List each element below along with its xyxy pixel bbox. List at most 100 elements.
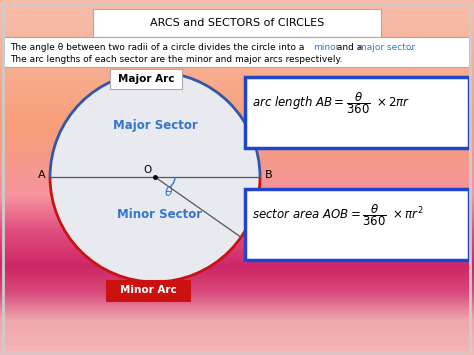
Bar (0, 311, 474, 312)
Bar (0, 335, 474, 337)
Text: ARCS and SECTORS of CIRCLES: ARCS and SECTORS of CIRCLES (150, 18, 324, 28)
Bar (0, 87, 474, 89)
Bar (0, 119, 474, 121)
Bar (0, 222, 474, 224)
Bar (0, 257, 474, 259)
Bar (0, 110, 474, 112)
Bar (0, 314, 474, 316)
Bar (0, 279, 474, 280)
Bar (0, 138, 474, 140)
Bar (0, 131, 474, 133)
Bar (0, 83, 474, 85)
Bar (0, 341, 474, 343)
Bar (0, 334, 474, 335)
Bar (0, 346, 474, 348)
Bar (0, 172, 474, 174)
Bar (0, 128, 474, 130)
Bar (0, 337, 474, 339)
Bar (0, 192, 474, 193)
Bar (0, 144, 474, 146)
Bar (0, 252, 474, 254)
Bar (0, 213, 474, 215)
Text: The angle θ between two radii of a circle divides the circle into a: The angle θ between two radii of a circl… (10, 43, 307, 51)
Bar (0, 30, 474, 32)
Bar (0, 169, 474, 170)
Bar (0, 140, 474, 142)
Bar (0, 156, 474, 158)
Bar (0, 195, 474, 197)
Text: and a: and a (334, 43, 365, 51)
Bar (0, 0, 474, 2)
Bar (0, 71, 474, 73)
Bar (0, 39, 474, 41)
Bar (0, 133, 474, 135)
Bar (0, 32, 474, 34)
FancyBboxPatch shape (245, 77, 469, 148)
Bar (0, 197, 474, 199)
Bar (0, 284, 474, 286)
Bar (0, 193, 474, 195)
Bar (0, 211, 474, 213)
Bar (0, 289, 474, 291)
Text: Major Sector: Major Sector (113, 119, 197, 131)
Bar (0, 304, 474, 305)
Bar (0, 82, 474, 83)
Bar (0, 75, 474, 76)
Bar (0, 218, 474, 220)
Bar (0, 272, 474, 273)
Bar (0, 174, 474, 176)
Bar (0, 11, 474, 12)
Bar (0, 233, 474, 234)
Text: B: B (265, 170, 273, 180)
Bar (0, 264, 474, 266)
Bar (0, 165, 474, 167)
Bar (0, 190, 474, 192)
Bar (0, 351, 474, 353)
Bar (0, 60, 474, 62)
Bar (0, 146, 474, 147)
Bar (0, 147, 474, 149)
Bar (0, 20, 474, 21)
Bar (0, 92, 474, 94)
Bar (0, 50, 474, 51)
Bar (0, 275, 474, 277)
Bar (0, 181, 474, 183)
Bar (0, 224, 474, 225)
Text: Minor Arc: Minor Arc (119, 285, 176, 295)
Bar (0, 327, 474, 328)
Bar (0, 321, 474, 323)
Bar (0, 309, 474, 311)
Bar (0, 343, 474, 344)
Bar (0, 348, 474, 350)
Bar (0, 231, 474, 233)
FancyBboxPatch shape (93, 9, 381, 37)
Bar (0, 34, 474, 36)
Bar (0, 91, 474, 92)
Bar (0, 158, 474, 160)
Bar (0, 209, 474, 211)
Bar (0, 154, 474, 156)
Bar (0, 254, 474, 256)
Bar (0, 99, 474, 101)
Bar (0, 325, 474, 327)
Bar (0, 160, 474, 162)
Bar (0, 266, 474, 268)
Bar (0, 247, 474, 248)
Bar (0, 59, 474, 60)
Bar (0, 277, 474, 279)
Bar (0, 328, 474, 330)
Bar (0, 5, 474, 7)
Bar (0, 202, 474, 204)
Bar (0, 176, 474, 178)
Bar (0, 167, 474, 169)
Bar (0, 312, 474, 314)
Bar (0, 298, 474, 300)
Bar (0, 215, 474, 217)
Bar (0, 206, 474, 208)
Bar (0, 295, 474, 296)
Bar (0, 85, 474, 87)
Bar (0, 51, 474, 53)
Bar (0, 64, 474, 66)
Bar (0, 178, 474, 179)
Bar (0, 12, 474, 14)
